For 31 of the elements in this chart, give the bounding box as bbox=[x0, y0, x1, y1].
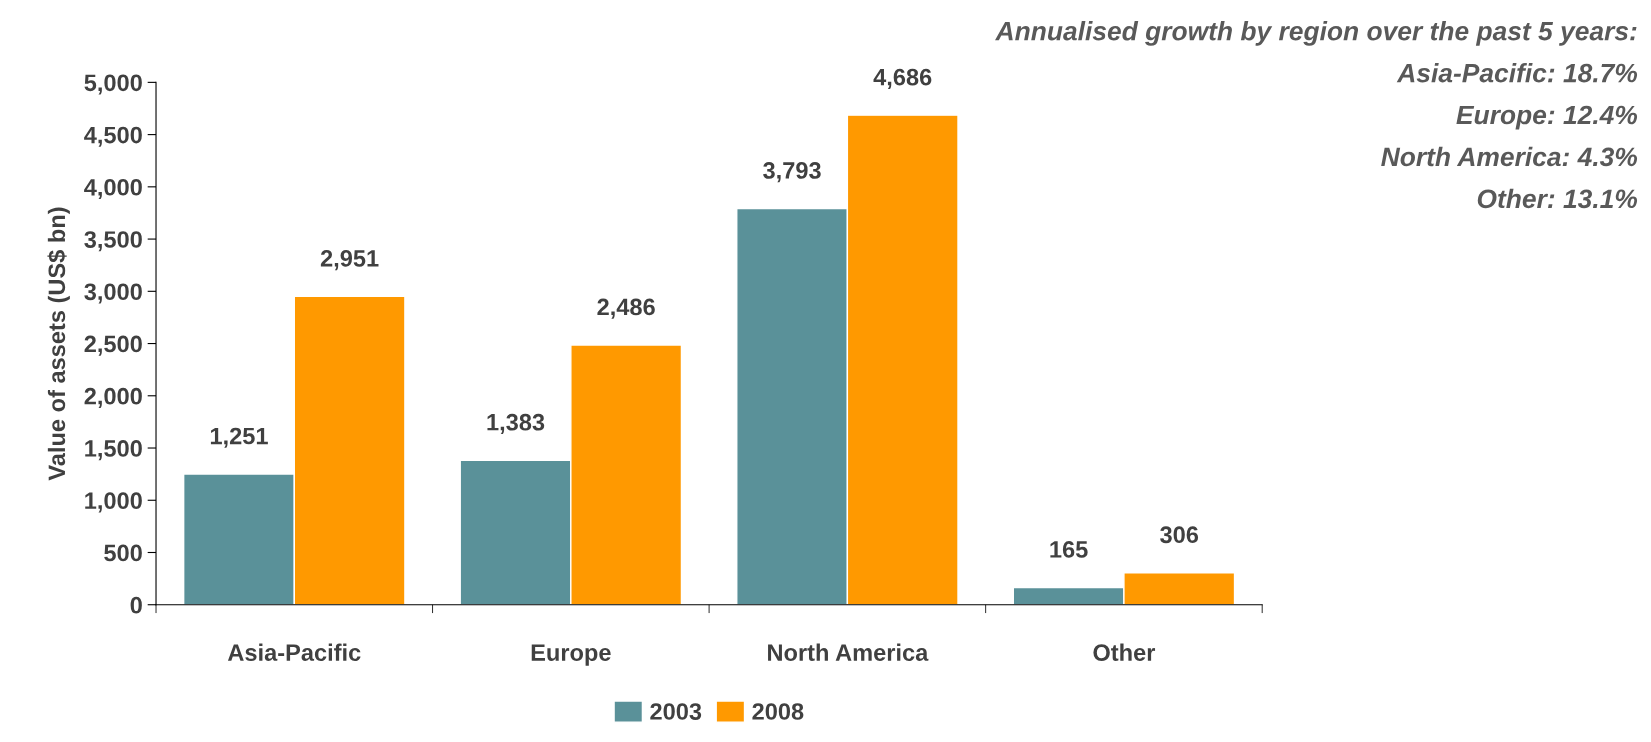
text: Asia-Pacific: 18.7% bbox=[1396, 63, 1638, 83]
y-tick-label: 3,500 bbox=[84, 231, 142, 252]
y-tick-label: 3,000 bbox=[84, 283, 142, 304]
y-tick-label: 1,000 bbox=[85, 492, 142, 513]
y-tick-label: 1,500 bbox=[85, 440, 142, 461]
data-label: 165 bbox=[1050, 541, 1088, 558]
data-label: 2,951 bbox=[320, 250, 379, 271]
y-tick-label: 0 bbox=[130, 596, 142, 614]
y-tick-label: 2,500 bbox=[84, 335, 142, 356]
x-tick-label: Other bbox=[1093, 643, 1156, 661]
data-label: 1,251 bbox=[210, 427, 268, 448]
legend-label: 2003 bbox=[650, 703, 702, 720]
text: Annualised growth by region over the past 5 years: bbox=[995, 21, 1637, 46]
x-tick-label: Europe bbox=[531, 644, 611, 666]
y-tick-label: 4,500 bbox=[84, 126, 142, 147]
x-tick-label: North America bbox=[768, 643, 929, 661]
data-label: 3,793 bbox=[763, 162, 821, 183]
y-tick-label: 500 bbox=[104, 544, 142, 562]
text: North America: 4.3% bbox=[1381, 146, 1638, 167]
y-tick-label: 2,000 bbox=[84, 387, 142, 408]
legend-label: 2008 bbox=[752, 703, 804, 720]
data-label: 1,383 bbox=[487, 413, 545, 434]
y-tick-label: 4,000 bbox=[84, 178, 142, 200]
x-tick-label: Asia-Pacific bbox=[227, 643, 361, 661]
y-axis-title: Value of assets (US$ bn) bbox=[47, 207, 70, 481]
y-tick-label: 5,000 bbox=[84, 74, 142, 95]
text: Europe: 12.4% bbox=[1456, 105, 1638, 130]
data-label: 2,486 bbox=[597, 298, 655, 319]
text: Other: 13.1% bbox=[1477, 188, 1638, 209]
data-label: 4,686 bbox=[873, 68, 932, 89]
data-label: 306 bbox=[1160, 526, 1199, 544]
